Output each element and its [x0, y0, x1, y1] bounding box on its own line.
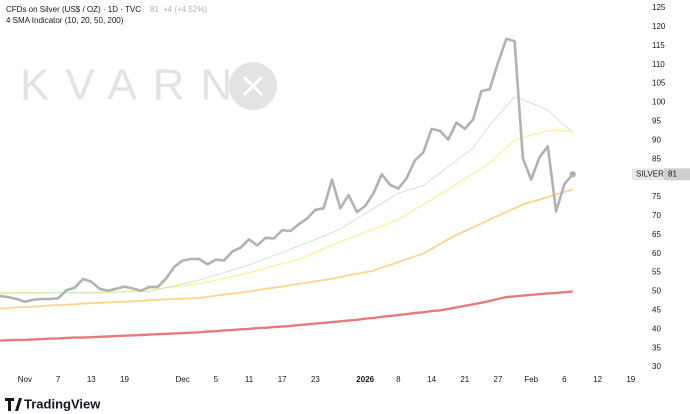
y-tick-label: 100: [652, 98, 666, 107]
y-tick-label: 55: [652, 268, 661, 277]
x-tick-label: Feb: [524, 375, 538, 384]
series-line: [0, 129, 573, 295]
x-tick-label: 13: [87, 375, 96, 384]
x-tick-label: Nov: [18, 375, 32, 384]
x-tick-label: Dec: [175, 375, 189, 384]
y-tick-label: 115: [652, 41, 665, 50]
price-tag-name-bg: [632, 168, 664, 181]
price-tag-name: SILVER: [636, 169, 664, 178]
x-tick-label: 17: [278, 375, 287, 384]
price-tag-value-bg: [664, 168, 690, 181]
x-tick-label: 23: [311, 375, 320, 384]
last-point: [569, 171, 576, 178]
x-tick-label: 5: [214, 375, 219, 384]
y-tick-label: 50: [652, 287, 661, 296]
y-tick-label: 95: [652, 116, 661, 125]
watermark: KVARN: [20, 61, 248, 110]
y-tick-label: 125: [652, 3, 666, 12]
y-tick-label: 70: [652, 211, 661, 220]
x-tick-label: 7: [56, 375, 61, 384]
y-tick-label: 75: [652, 192, 661, 201]
y-tick-label: 45: [652, 305, 661, 314]
x-tick-label: 19: [626, 375, 635, 384]
x-tick-label: 21: [460, 375, 469, 384]
header-change: +4 (+4.52%): [163, 5, 207, 14]
x-tick-label: 19: [120, 375, 129, 384]
y-tick-label: 30: [652, 362, 661, 371]
x-tick-label: 12: [593, 375, 602, 384]
header-value: 81: [150, 5, 159, 14]
indicator-label: 4 SMA Indicator (10, 20, 50, 200): [6, 16, 124, 25]
y-tick-label: 40: [652, 324, 661, 333]
y-tick-label: 65: [652, 230, 661, 239]
x-tick-label: 14: [427, 375, 436, 384]
series-line: [0, 290, 573, 342]
chart-title: CFDs on Silver (US$ / OZ) · 1D · TVC: [6, 5, 141, 14]
series-line: [0, 188, 573, 310]
y-tick-label: 60: [652, 249, 661, 258]
y-tick-label: 110: [652, 60, 665, 69]
x-tick-label: 8: [396, 375, 401, 384]
x-tick-label: 2026: [356, 375, 374, 384]
x-tick-label: 11: [245, 375, 254, 384]
y-tick-label: 120: [652, 22, 666, 31]
y-tick-label: 35: [652, 343, 661, 352]
watermark-icon: [229, 62, 277, 110]
brand: TradingView: [24, 396, 101, 411]
y-tick-label: 105: [652, 79, 666, 88]
plot-area: [0, 37, 574, 342]
y-tick-label: 90: [652, 135, 661, 144]
series-line: [0, 37, 574, 303]
price-tag-value: 81: [668, 169, 677, 178]
brand-logo: TradingView: [5, 396, 101, 411]
y-tick-label: 85: [652, 154, 661, 163]
x-tick-label: 27: [494, 375, 503, 384]
series-line: [0, 96, 574, 294]
x-tick-label: 6: [562, 375, 567, 384]
